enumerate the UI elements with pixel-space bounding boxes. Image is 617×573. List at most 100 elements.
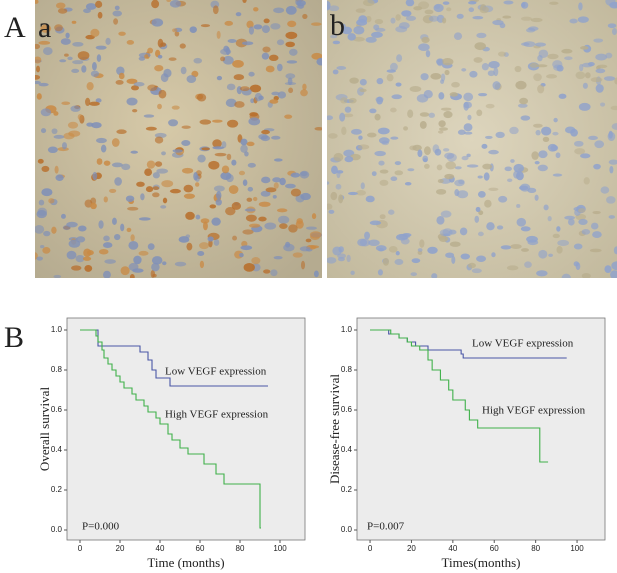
cell [41, 165, 50, 172]
cell [575, 262, 581, 270]
cell [263, 269, 271, 274]
cell [504, 166, 512, 172]
cell [118, 72, 125, 80]
cell [168, 57, 177, 61]
cell [287, 20, 297, 28]
cell [434, 148, 442, 156]
y-tick-label: 0.0 [51, 525, 63, 534]
cell [90, 202, 97, 210]
y-tick-label: 0.6 [341, 405, 353, 414]
cell [578, 2, 583, 11]
cell [518, 185, 529, 191]
cell [425, 50, 431, 58]
cell [466, 153, 471, 158]
cell [498, 195, 508, 203]
cell [381, 140, 390, 146]
cell [85, 97, 91, 107]
cell [411, 258, 421, 264]
cell [179, 43, 186, 49]
cell [311, 52, 322, 60]
cell [344, 106, 352, 113]
cell [40, 24, 52, 33]
cell [95, 45, 107, 50]
cell [405, 0, 415, 7]
cell [103, 160, 111, 166]
x-tick-label: 80 [236, 544, 245, 553]
cell [347, 33, 356, 41]
cell [292, 252, 303, 258]
cell [546, 74, 558, 79]
cell [595, 68, 606, 74]
panel-label: b [330, 9, 345, 42]
cell [279, 223, 288, 230]
cell [265, 187, 277, 193]
cell [231, 202, 242, 210]
cell [341, 23, 346, 31]
cell [92, 61, 97, 71]
cell [604, 265, 612, 273]
cell [258, 216, 267, 222]
cell [446, 7, 452, 12]
cell [161, 151, 166, 156]
cell [328, 5, 340, 12]
cell [524, 261, 532, 268]
cell [514, 65, 522, 73]
cell [95, 0, 103, 8]
cell [552, 131, 559, 136]
cell [197, 251, 205, 257]
cell [590, 77, 603, 83]
cell [248, 223, 261, 228]
cell [561, 48, 573, 54]
cell [534, 42, 547, 47]
cell [442, 1, 450, 5]
cell [71, 20, 77, 24]
cell [220, 56, 226, 62]
cell [357, 238, 368, 247]
cell [463, 92, 474, 102]
cell [261, 176, 271, 184]
cell [263, 18, 270, 24]
cell [277, 91, 287, 99]
cell [112, 217, 117, 225]
cell [409, 85, 422, 92]
annotation: P=0.000 [82, 521, 120, 533]
cell [456, 190, 469, 199]
cell [162, 261, 167, 266]
cell [608, 215, 616, 219]
cell [390, 17, 396, 24]
cell [160, 205, 167, 209]
cell [261, 129, 270, 135]
x-tick-label: 60 [196, 544, 205, 553]
cell [207, 236, 214, 242]
cell [40, 108, 52, 117]
cell [537, 164, 548, 172]
cell [419, 120, 427, 129]
cell [242, 179, 248, 187]
x-tick-label: 100 [570, 544, 584, 553]
cell [478, 92, 488, 97]
cell [461, 155, 469, 161]
cell [510, 159, 515, 163]
cell [593, 38, 604, 43]
cell [328, 209, 335, 214]
cell [75, 254, 85, 263]
cell [491, 252, 496, 258]
cell [486, 222, 495, 231]
cell [95, 98, 102, 103]
cell [195, 182, 200, 187]
x-tick-label: 0 [78, 544, 83, 553]
cell [273, 256, 283, 260]
cell [154, 64, 164, 72]
cell [558, 93, 567, 99]
cell [91, 122, 102, 129]
cell [388, 209, 395, 215]
cell [277, 63, 283, 72]
x-tick-label: 100 [273, 544, 287, 553]
cell [239, 253, 244, 258]
cell [445, 252, 455, 258]
cell [423, 89, 433, 99]
cell [215, 198, 222, 206]
cell [138, 250, 149, 256]
cell [54, 24, 63, 32]
y-tick-label: 0.4 [341, 445, 353, 454]
